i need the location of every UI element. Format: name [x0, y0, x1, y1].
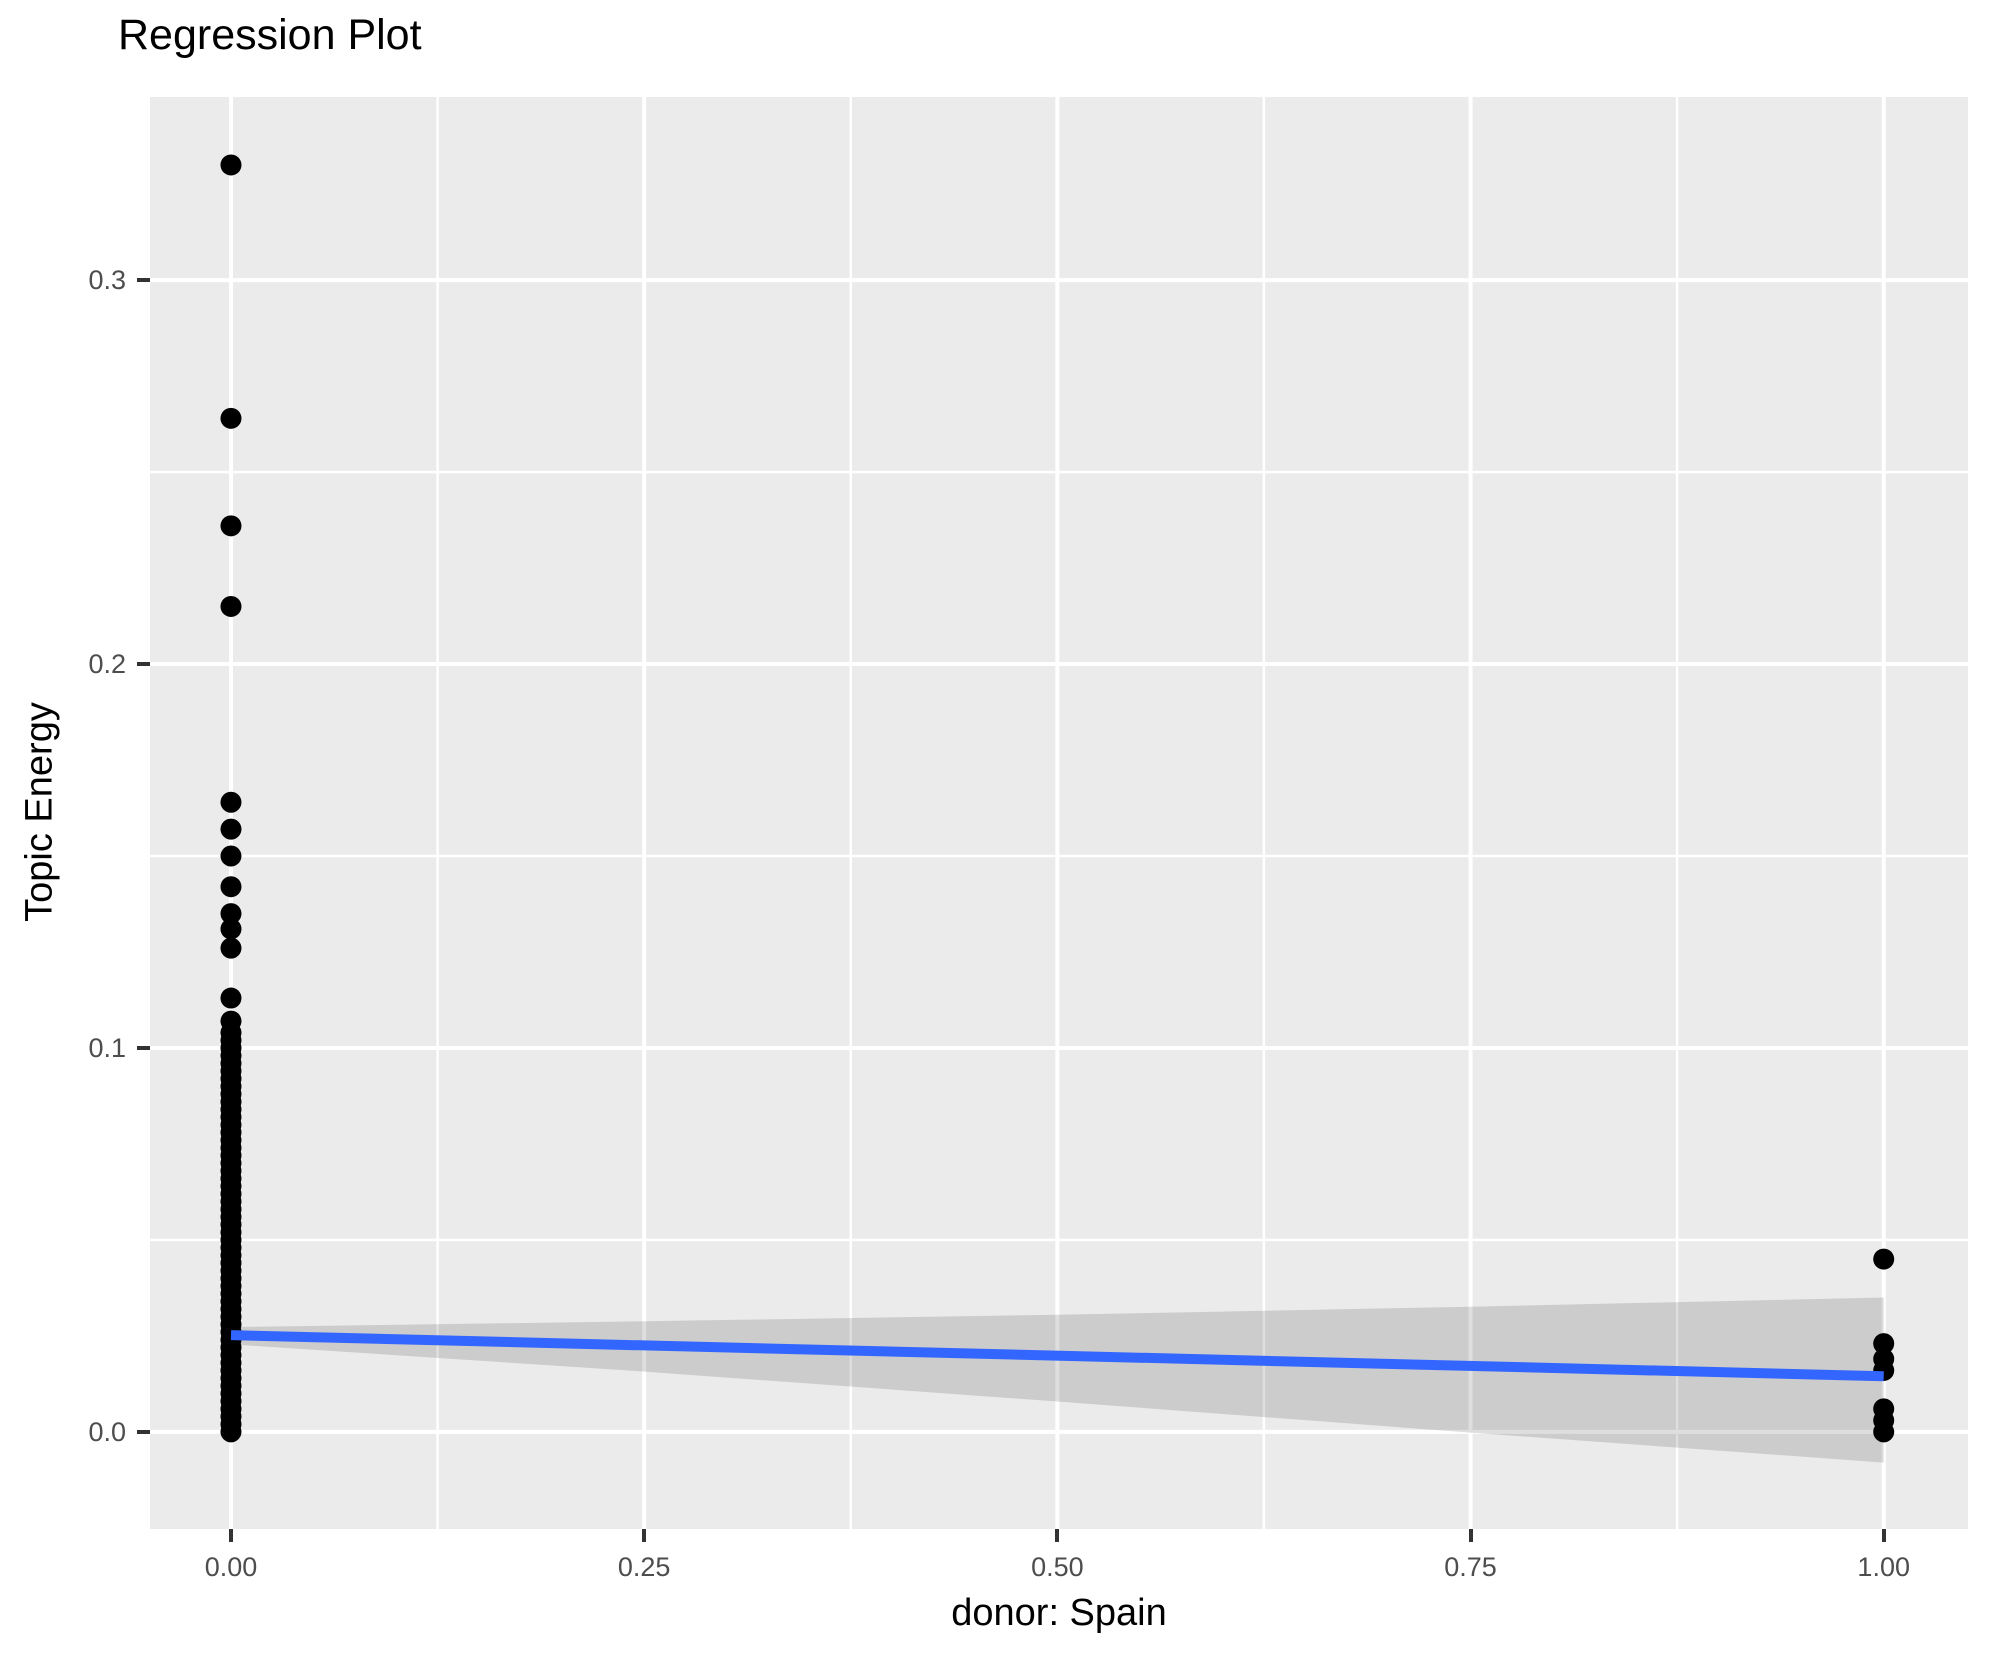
x-axis-title: donor: Spain — [951, 1592, 1167, 1634]
plot-panel — [150, 97, 1968, 1529]
data-point — [220, 845, 242, 867]
regression-line — [230, 1330, 1884, 1382]
y-tick-mark — [137, 1429, 150, 1434]
data-point — [1873, 1248, 1895, 1270]
data-point — [220, 987, 242, 1009]
y-tick-mark — [137, 1045, 150, 1050]
x-tick-label: 0.75 — [1444, 1552, 1497, 1582]
x-tick-label: 0.25 — [617, 1552, 671, 1582]
data-point — [220, 937, 242, 959]
data-point — [1873, 1333, 1895, 1355]
x-tick-label: 0.50 — [1031, 1552, 1084, 1582]
data-point — [220, 1421, 242, 1443]
y-tick-mark — [137, 278, 150, 283]
data-point — [220, 903, 242, 925]
x-tick-mark — [642, 1529, 647, 1542]
y-tick-label: 0.0 — [88, 1416, 126, 1447]
data-point — [220, 515, 242, 537]
y-tick-mark — [137, 662, 150, 667]
plot-canvas — [150, 97, 1968, 1529]
x-tick-mark — [1055, 1529, 1060, 1542]
confidence-band — [230, 1297, 1884, 1463]
y-tick-label: 0.3 — [88, 265, 126, 296]
data-point — [1873, 1421, 1895, 1443]
data-point — [220, 818, 242, 840]
x-tick-label: 1.00 — [1857, 1552, 1910, 1582]
data-point — [220, 791, 242, 813]
data-point — [220, 876, 242, 898]
data-point — [220, 595, 242, 617]
chart-title: Regression Plot — [118, 11, 422, 59]
y-tick-label: 0.1 — [88, 1032, 126, 1063]
y-axis-title: Topic Energy — [18, 702, 61, 922]
data-point — [220, 154, 242, 176]
y-tick-label: 0.2 — [88, 649, 126, 680]
x-tick-mark — [1881, 1529, 1886, 1542]
data-point — [220, 918, 242, 940]
x-tick-mark — [228, 1529, 233, 1542]
x-tick-mark — [1468, 1529, 1473, 1542]
x-tick-label: 0.00 — [204, 1552, 258, 1582]
data-point — [220, 407, 242, 429]
